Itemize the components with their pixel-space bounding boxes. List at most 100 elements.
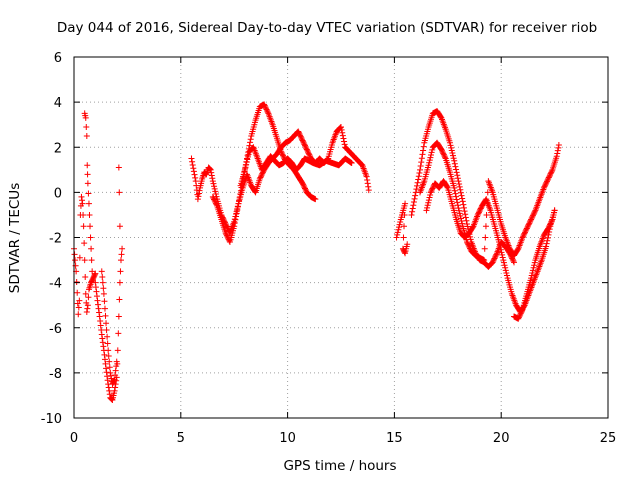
data-point [394, 229, 401, 236]
data-point [84, 305, 91, 312]
data-point [301, 142, 308, 149]
data-point [451, 160, 458, 167]
data-point [529, 212, 536, 219]
data-point [81, 240, 88, 247]
data-point [280, 152, 287, 159]
data-point [408, 211, 415, 218]
data-point [460, 201, 467, 208]
data-point [300, 140, 307, 147]
data-point [520, 233, 527, 240]
data-point [460, 204, 467, 211]
data-point [89, 268, 96, 275]
data-point [466, 244, 473, 251]
data-point [492, 252, 499, 259]
data-point [450, 155, 457, 162]
data-point [430, 184, 437, 191]
data-point [188, 155, 195, 162]
data-point [503, 272, 510, 279]
data-point [231, 219, 238, 226]
data-point [456, 183, 463, 190]
data-point [100, 343, 107, 350]
data-point [106, 391, 113, 398]
data-point [348, 160, 355, 167]
data-point [411, 195, 418, 202]
data-point [528, 216, 535, 223]
data-point [338, 126, 345, 133]
x-tick-label: 10 [279, 431, 296, 446]
data-point [554, 150, 561, 157]
data-point [119, 245, 126, 252]
data-point [262, 105, 269, 112]
data-point [209, 193, 216, 200]
data-point [457, 215, 464, 222]
data-point [477, 205, 484, 212]
data-point [546, 173, 553, 180]
data-point [426, 194, 433, 201]
data-point [103, 365, 110, 372]
data-point [492, 254, 499, 261]
data-point [80, 223, 87, 230]
data-point [72, 257, 79, 264]
data-point [424, 204, 431, 211]
data-point [547, 221, 554, 228]
data-point [190, 165, 197, 172]
data-point [449, 152, 456, 159]
data-point [103, 320, 110, 327]
data-point [503, 269, 510, 276]
data-point [115, 313, 122, 320]
data-point [544, 177, 551, 184]
y-tick-label: -10 [41, 412, 62, 427]
data-point [207, 166, 214, 173]
data-point [304, 147, 311, 154]
data-point [98, 327, 105, 334]
data-point [542, 180, 549, 187]
data-point [116, 296, 123, 303]
data-point [442, 154, 449, 161]
data-point [243, 161, 250, 168]
data-point [105, 384, 112, 391]
data-point [554, 147, 561, 154]
data-point [456, 207, 463, 214]
data-point [116, 189, 123, 196]
data-point [528, 275, 535, 282]
data-point [428, 188, 435, 195]
data-point [404, 241, 411, 248]
data-point [397, 219, 404, 226]
data-point [438, 146, 445, 153]
data-point [73, 279, 80, 286]
data-point [395, 224, 402, 231]
data-point [116, 279, 123, 286]
data-point [114, 347, 121, 354]
data-point [458, 192, 465, 199]
data-point [247, 139, 254, 146]
data-point [297, 133, 304, 140]
data-point [457, 189, 464, 196]
data-point [529, 213, 536, 220]
data-point [462, 211, 469, 218]
data-point [82, 273, 89, 280]
data-point [113, 358, 120, 365]
data-point [425, 197, 432, 204]
data-point [451, 187, 458, 194]
data-point [520, 231, 527, 238]
data-point [527, 217, 534, 224]
data-point [526, 219, 533, 226]
data-point [453, 196, 460, 203]
data-point [525, 222, 532, 229]
data-point [88, 257, 95, 264]
x-tick-label: 5 [177, 431, 185, 446]
y-tick-label: 4 [54, 96, 62, 111]
data-point [454, 175, 461, 182]
data-point [258, 171, 265, 178]
data-point [453, 169, 460, 176]
data-point [555, 141, 562, 148]
data-point [452, 190, 459, 197]
data-point [222, 229, 229, 236]
data-point [428, 186, 435, 193]
data-point [441, 152, 448, 159]
data-point [101, 356, 108, 363]
data-point [457, 212, 464, 219]
data-point [246, 142, 253, 149]
data-point [528, 272, 535, 279]
data-point [261, 101, 268, 108]
